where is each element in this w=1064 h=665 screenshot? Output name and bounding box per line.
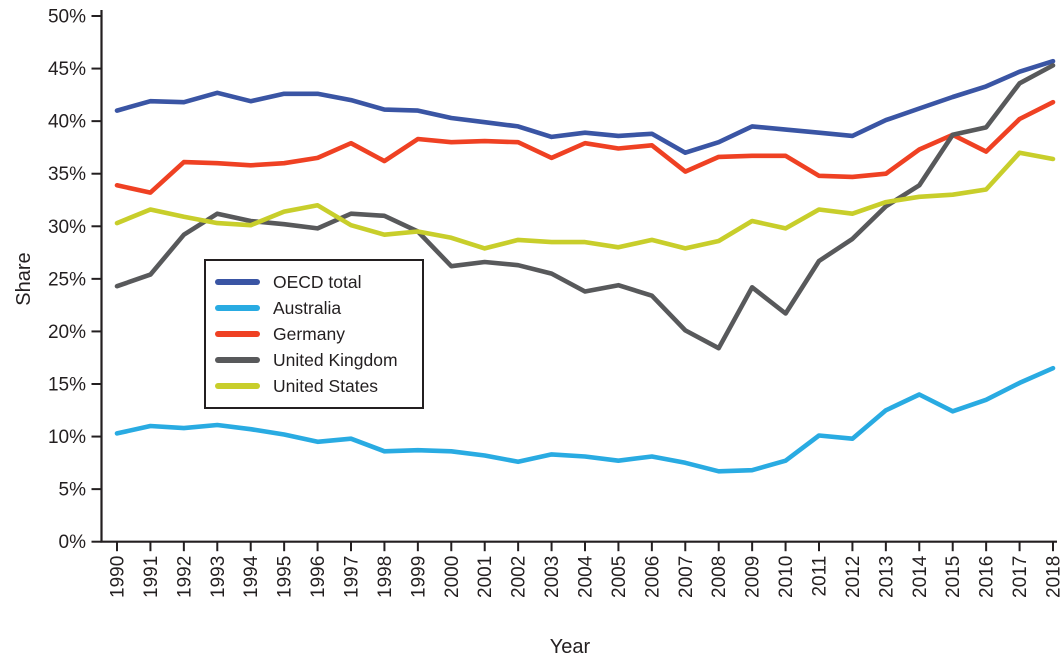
x-tick-label: 1997 xyxy=(342,556,363,598)
x-tick-label: 2008 xyxy=(709,556,730,598)
legend-item-united-kingdom: United Kingdom xyxy=(206,349,422,370)
legend-item-united-states: United States xyxy=(206,375,422,396)
x-tick-label: 2013 xyxy=(876,556,897,598)
y-tick-label: 50% xyxy=(48,7,86,28)
y-tick-label: 20% xyxy=(48,322,86,343)
x-tick-label: 2003 xyxy=(542,556,563,598)
line-united-states xyxy=(114,150,1056,251)
x-tick-label: 1992 xyxy=(174,556,195,598)
x-tick-label: 2005 xyxy=(609,556,630,598)
legend-swatch-oecd-total xyxy=(215,279,260,285)
legend-swatch-united-states xyxy=(215,383,260,389)
legend-swatch-germany xyxy=(215,331,260,337)
y-axis-title: Share xyxy=(13,252,35,305)
legend-swatch-united-kingdom xyxy=(215,357,260,363)
y-tick-label: 45% xyxy=(48,59,86,80)
x-tick-label: 2017 xyxy=(1010,556,1031,598)
y-tick-label: 0% xyxy=(59,532,87,553)
line-australia xyxy=(114,365,1056,474)
legend-label-united-states: United States xyxy=(273,375,379,396)
line-germany xyxy=(114,99,1056,195)
y-tick-label: 35% xyxy=(48,164,86,185)
legend-label-united-kingdom: United Kingdom xyxy=(273,349,398,370)
legend-swatch-australia xyxy=(215,305,260,311)
x-tick-label: 2006 xyxy=(642,556,663,598)
legend-item-australia: Australia xyxy=(206,297,422,318)
legend-item-oecd-total: OECD total xyxy=(206,271,422,292)
x-tick-label: 1996 xyxy=(308,556,329,598)
x-tick-label: 2000 xyxy=(442,556,463,598)
y-tick-label: 30% xyxy=(48,217,86,238)
y-tick-label: 15% xyxy=(48,374,86,395)
legend-label-oecd-total: OECD total xyxy=(273,271,362,292)
x-tick-label: 2018 xyxy=(1044,556,1064,598)
y-tick-label: 10% xyxy=(48,427,86,448)
x-tick-label: 2012 xyxy=(843,556,864,598)
x-tick-label: 2015 xyxy=(943,556,964,598)
legend-label-germany: Germany xyxy=(273,323,345,344)
x-tick-label: 1995 xyxy=(275,556,296,598)
x-tick-label: 2011 xyxy=(810,556,831,597)
x-tick-label: 2001 xyxy=(475,556,496,598)
x-tick-label: 1994 xyxy=(241,555,262,598)
legend-label-australia: Australia xyxy=(273,297,342,318)
legend-box: OECD total Australia Germany United King… xyxy=(204,259,424,409)
y-tick-label: 40% xyxy=(48,112,86,133)
line-oecd-total xyxy=(114,58,1056,155)
x-tick-label: 2007 xyxy=(676,556,697,598)
x-tick-label: 2004 xyxy=(576,555,597,598)
x-tick-label: 2009 xyxy=(743,556,764,598)
legend-item-germany: Germany xyxy=(206,323,422,344)
x-tick-label: 2010 xyxy=(776,556,797,598)
y-axis-ticks: 0% 5% 10% 15% 20% 25% 30% 35% 40% 45% 50% xyxy=(48,7,102,553)
x-tick-label: 2014 xyxy=(910,555,931,598)
x-axis-title: Year xyxy=(550,636,591,658)
x-tick-label: 1990 xyxy=(108,556,129,598)
x-tick-label: 2016 xyxy=(977,556,998,598)
x-tick-label: 2002 xyxy=(509,556,530,598)
x-axis-ticks: 1990 1991 1992 1993 1994 1995 1996 1997 1998 1999… xyxy=(108,541,1064,598)
x-tick-label: 1999 xyxy=(408,556,429,598)
x-tick-label: 1998 xyxy=(375,556,396,598)
y-tick-label: 25% xyxy=(48,269,86,290)
y-tick-label: 5% xyxy=(59,480,87,501)
x-tick-label: 1991 xyxy=(141,556,162,598)
x-tick-label: 1993 xyxy=(208,556,229,598)
series-lines xyxy=(114,58,1056,474)
